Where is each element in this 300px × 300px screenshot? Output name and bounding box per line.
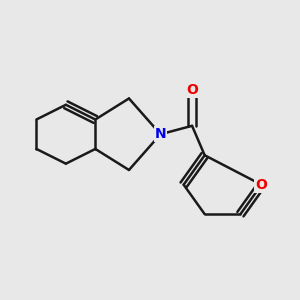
Text: O: O xyxy=(186,83,198,97)
Text: O: O xyxy=(256,178,267,192)
Text: N: N xyxy=(155,127,166,141)
